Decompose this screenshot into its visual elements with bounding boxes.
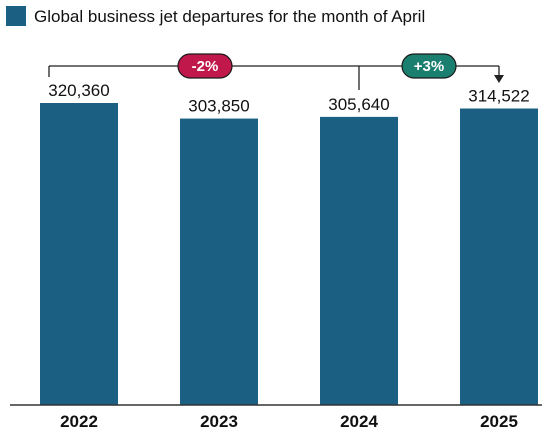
data-label-2025: 314,522	[468, 87, 529, 106]
legend: Global business jet departures for the m…	[6, 6, 425, 26]
legend-label: Global business jet departures for the m…	[34, 7, 425, 26]
x-tick-2025: 2025	[480, 412, 518, 431]
bar-2022	[40, 103, 118, 405]
x-tick-2023: 2023	[200, 412, 238, 431]
data-label-2023: 303,850	[188, 97, 249, 116]
bar-2025	[460, 108, 538, 405]
change-annotations: -2% +3%	[48, 53, 504, 90]
change-badge-label-2: +3%	[414, 58, 444, 75]
data-labels: 320,360 303,850 305,640 314,522	[48, 81, 529, 116]
change-badge-label-1: -2%	[192, 58, 219, 75]
bar-2024	[320, 116, 398, 405]
bars	[40, 103, 538, 405]
x-tick-2022: 2022	[60, 412, 98, 431]
data-label-2022: 320,360	[48, 81, 109, 100]
bar-2023	[180, 118, 258, 405]
x-axis-ticks: 2022 2023 2024 2025	[60, 412, 518, 431]
change-badge-1	[177, 53, 233, 79]
x-tick-2024: 2024	[340, 412, 378, 431]
data-label-2024: 305,640	[328, 95, 389, 114]
arrow-head	[494, 75, 504, 83]
legend-swatch	[6, 6, 26, 26]
change-badge-2	[401, 53, 457, 79]
